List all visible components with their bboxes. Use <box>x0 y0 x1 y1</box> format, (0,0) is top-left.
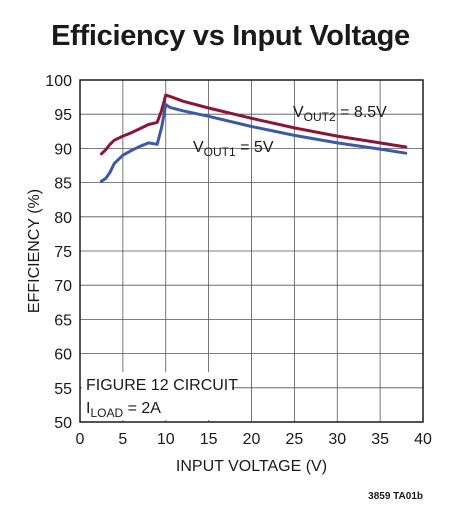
x-tick-label: 10 <box>157 431 175 448</box>
y-tick-label: 100 <box>45 73 72 90</box>
x-tick-labels: 0 5 10 15 20 25 30 35 40 <box>76 431 432 448</box>
y-tick-labels: 50 55 60 65 70 75 80 85 90 95 100 <box>45 73 72 432</box>
y-tick-label: 85 <box>54 176 72 193</box>
series-label-vout2-main: V <box>293 104 304 121</box>
series-line-vout2 <box>99 93 408 156</box>
y-tick-label: 70 <box>54 278 72 295</box>
x-tick-label: 5 <box>118 431 127 448</box>
y-tick-label: 95 <box>54 107 72 124</box>
x-tick-label: 20 <box>243 431 261 448</box>
series-label-vout1-main: V <box>193 139 204 156</box>
y-tick-label: 50 <box>54 415 72 432</box>
y-tick-label: 90 <box>54 141 72 158</box>
annotation-background <box>82 372 232 420</box>
annotation-line-2-rest: = 2A <box>123 400 161 417</box>
y-tick-label: 80 <box>54 210 72 227</box>
annotation-line-1: FIGURE 12 CIRCUIT <box>86 377 238 394</box>
series-label-vout2-rest: = 8.5V <box>336 104 387 121</box>
figure-code: 3859 TA01b <box>368 491 423 502</box>
series-line-vout1 <box>99 103 408 183</box>
series-label-vout1: VOUT1 = 5V <box>193 139 274 159</box>
x-tick-label: 0 <box>76 431 85 448</box>
x-tick-label: 35 <box>371 431 389 448</box>
series-label-vout1-sub: OUT1 <box>204 145 236 159</box>
series-label-vout2: VOUT2 = 8.5V <box>293 104 387 124</box>
y-tick-label: 65 <box>54 312 72 329</box>
y-tick-label: 75 <box>54 244 72 261</box>
series-lines <box>99 93 408 183</box>
x-tick-label: 30 <box>328 431 346 448</box>
x-tick-label: 40 <box>414 431 432 448</box>
x-axis-label: INPUT VOLTAGE (V) <box>176 458 327 475</box>
plot-frame <box>79 79 424 423</box>
annotation-line-2-main: I <box>86 400 90 417</box>
x-tick-label: 25 <box>285 431 303 448</box>
y-axis-label: EFFICIENCY (%) <box>26 189 43 313</box>
series-label-vout1-rest: = 5V <box>236 139 274 156</box>
series-label-vout2-sub: OUT2 <box>304 110 336 124</box>
annotation-line-2: ILOAD = 2A <box>86 400 161 420</box>
y-tick-label: 55 <box>54 381 72 398</box>
x-tick-label: 15 <box>200 431 218 448</box>
annotation-line-2-sub: LOAD <box>90 406 123 420</box>
chart-title: Efficiency vs Input Voltage <box>51 20 410 52</box>
y-tick-label: 60 <box>54 347 72 364</box>
